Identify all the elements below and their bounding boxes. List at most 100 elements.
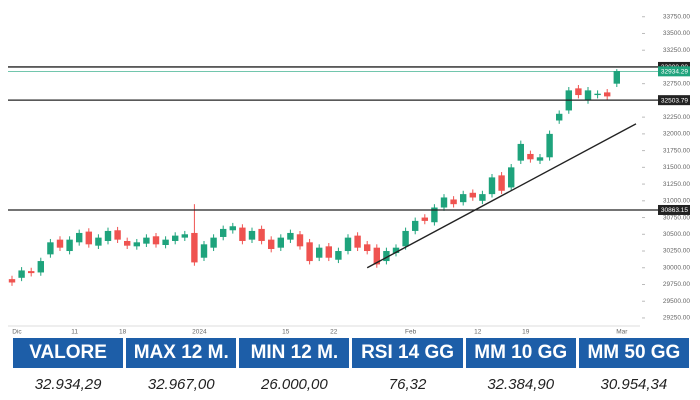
candle-body (229, 226, 236, 231)
candle-body (364, 244, 371, 252)
candle-body (152, 236, 160, 245)
y-tick-label: 31750.00 (663, 147, 690, 154)
value-cell: 76,32 (352, 368, 462, 400)
x-tick-label: 11 (71, 329, 78, 336)
candle-body (76, 232, 83, 243)
candle-body (556, 113, 563, 121)
candle-body (354, 235, 361, 248)
candle-body (479, 194, 486, 201)
candle-body (412, 220, 419, 231)
candle-body (37, 261, 44, 273)
header-cell: MIN 12 M. (239, 338, 350, 368)
candle-body (200, 244, 208, 258)
value-cell: 26.000,00 (239, 368, 349, 400)
value-cell: 30.954,34 (579, 368, 689, 400)
candle-body (28, 271, 35, 274)
level-label: 30863.15 (661, 207, 688, 214)
candle-body (191, 232, 198, 263)
candle-body (306, 242, 313, 262)
candle-body (56, 239, 64, 248)
candle-body (604, 92, 611, 97)
candle-body (287, 232, 294, 240)
candle-body (450, 199, 457, 205)
x-tick-label: Feb (405, 329, 417, 336)
y-tick-label: 31500.00 (663, 164, 690, 171)
candle-body (392, 247, 400, 254)
y-tick-label: 30500.00 (663, 231, 690, 238)
candle-body (296, 234, 304, 247)
candle-body (210, 237, 217, 248)
candle-body (508, 167, 515, 188)
candle-body (460, 194, 467, 203)
candle-body (402, 230, 409, 247)
y-tick-label: 30750.00 (663, 214, 690, 221)
y-tick-label: 33500.00 (663, 30, 690, 37)
y-tick-label: 31000.00 (663, 198, 690, 205)
level-box (658, 204, 690, 215)
x-tick-label: 18 (119, 329, 127, 336)
candle-body (162, 239, 169, 245)
candle-body (8, 279, 16, 283)
candle-body (517, 143, 524, 161)
candle-body (104, 230, 112, 241)
candle-body (613, 71, 620, 84)
x-tick-label: 12 (474, 329, 482, 336)
candle-body (373, 247, 380, 265)
candle-body (95, 237, 102, 246)
header-cell: RSI 14 GG (352, 338, 463, 368)
candle-body (383, 251, 390, 262)
candle-body (248, 230, 256, 240)
candle-body (47, 242, 54, 255)
stats-table: VALORE MAX 12 M. MIN 12 M. RSI 14 GG MM 10 G… (10, 338, 692, 400)
candle-body (114, 230, 121, 240)
candle-body (124, 240, 131, 246)
candle-body (66, 239, 73, 252)
candle-body (421, 217, 428, 221)
y-tick-label: 33250.00 (663, 47, 690, 54)
value-cell: 32.934,29 (13, 368, 123, 400)
candle-body (181, 234, 188, 238)
header-cell: MAX 12 M. (126, 338, 237, 368)
candle-body (143, 237, 150, 244)
x-tick-label: Dic (12, 329, 22, 336)
candle-body (431, 207, 438, 223)
level-label: 32503.79 (661, 97, 688, 104)
candle-body (258, 228, 265, 241)
candle-body (344, 237, 352, 252)
candle-body (440, 197, 448, 208)
value-row: 32.934,29 32.967,00 26.000,00 76,32 32.384,9… (13, 368, 689, 400)
x-tick-label: 2024 (192, 329, 207, 336)
candle-body (546, 133, 553, 158)
y-tick-label: 30000.00 (663, 264, 690, 271)
candle-body (133, 242, 140, 247)
level-box (658, 95, 690, 106)
candle-body (220, 228, 227, 237)
y-tick-label: 32750.00 (663, 80, 690, 87)
y-tick-label: 29750.00 (663, 281, 690, 288)
x-tick-label: 22 (330, 329, 338, 336)
y-tick-label: 32250.00 (663, 114, 690, 121)
candle-body (536, 157, 544, 161)
candle-body (268, 239, 275, 250)
candle-body (469, 192, 476, 198)
candle-body (498, 175, 505, 191)
candle-body (584, 90, 592, 101)
header-row: VALORE MAX 12 M. MIN 12 M. RSI 14 GG MM 10 G… (13, 338, 689, 368)
candle-body (527, 153, 534, 160)
x-tick-label: 19 (522, 329, 530, 336)
candle-body (277, 237, 284, 248)
candle-body (239, 227, 246, 241)
x-tick-label: Mar (616, 329, 628, 336)
candle-body (575, 88, 582, 96)
header-cell: MM 50 GG (578, 338, 689, 368)
candle-body (85, 231, 92, 245)
x-tick-label: 15 (282, 329, 290, 336)
header-cell: VALORE (13, 338, 124, 368)
candle-body (18, 270, 25, 278)
value-cell: 32.384,90 (466, 368, 576, 400)
y-tick-label: 31250.00 (663, 181, 690, 188)
y-tick-label: 33750.00 (663, 13, 690, 20)
candle-body (335, 251, 342, 260)
level-label: 32934.29 (661, 69, 688, 76)
